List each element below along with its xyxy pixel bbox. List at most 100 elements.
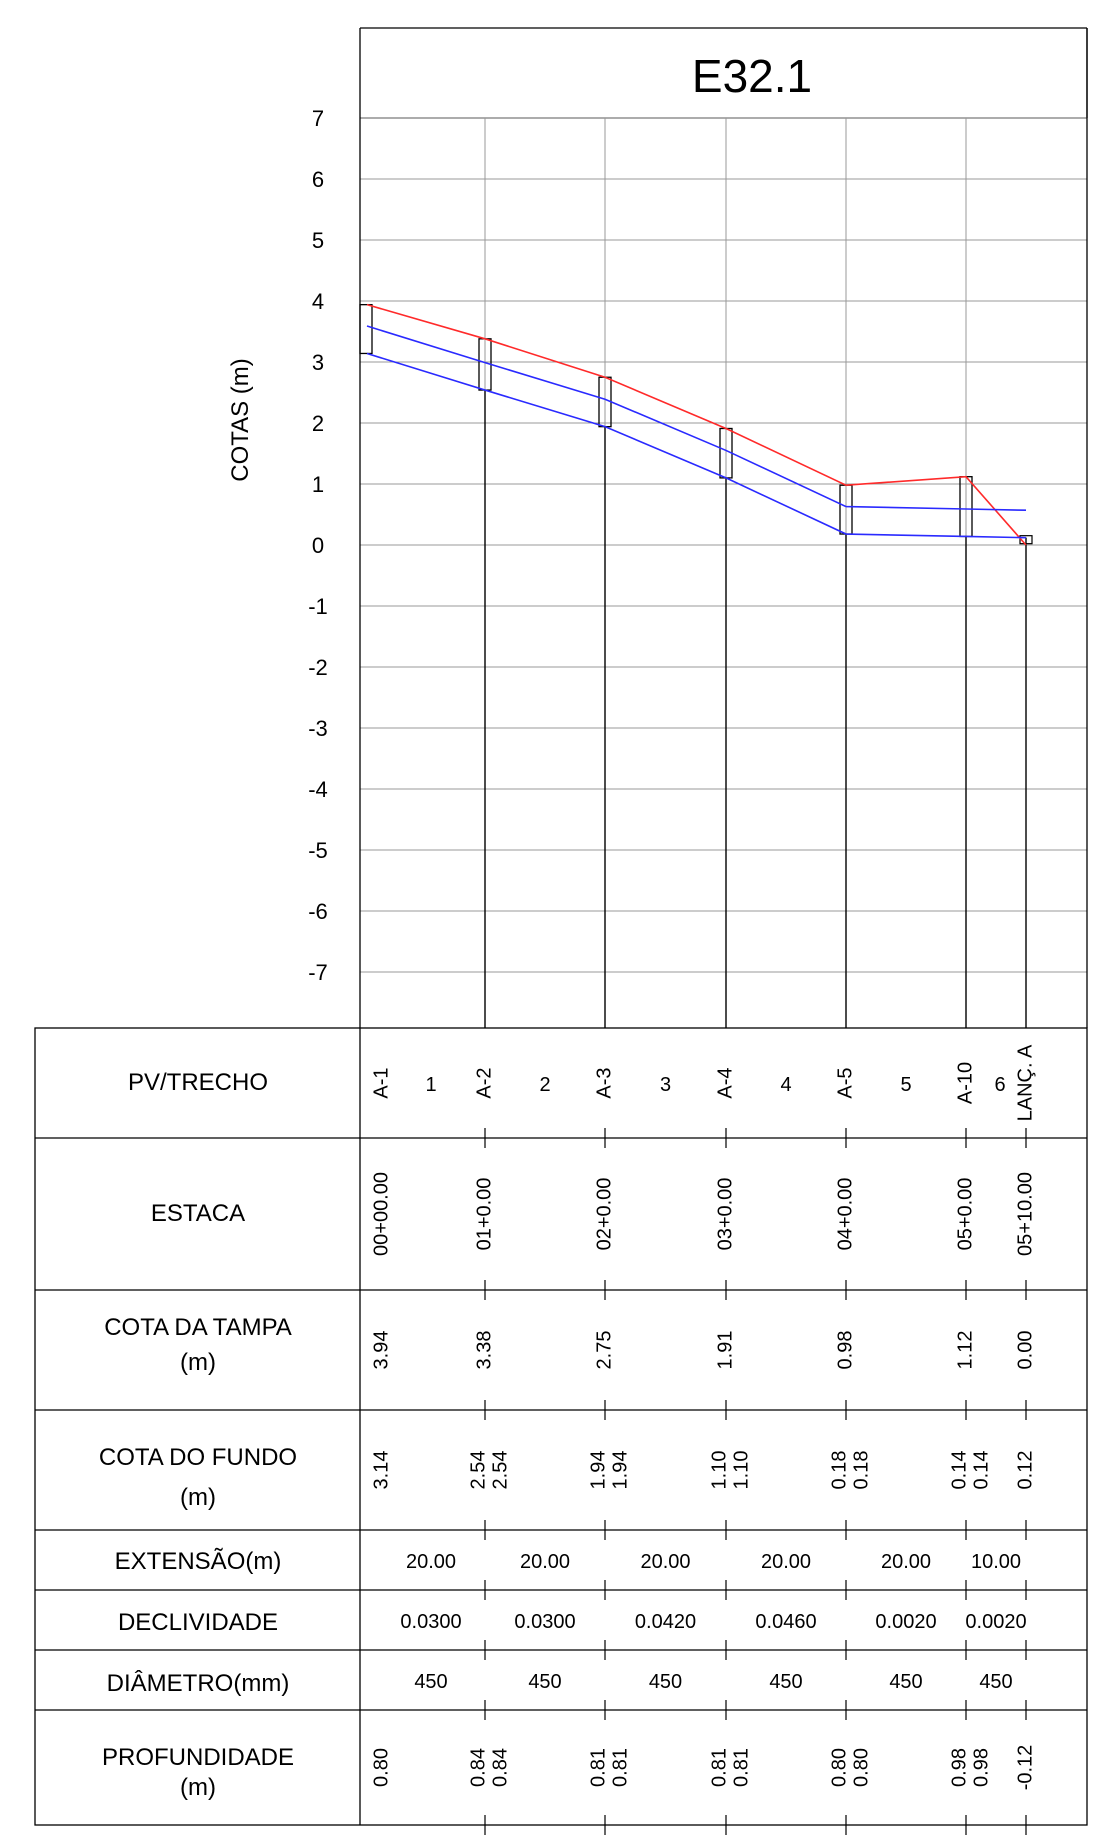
cota-tampa-value: 2.75 <box>593 1331 615 1370</box>
y-tick-label: -6 <box>308 899 328 924</box>
diametro-value: 450 <box>528 1671 561 1693</box>
profundidade-value: -0.12 <box>1014 1745 1036 1791</box>
row-label-cota-tampa-unit: (m) <box>180 1349 216 1376</box>
profundidade-value: 0.84 <box>489 1748 511 1787</box>
y-tick-label: 3 <box>312 350 324 375</box>
y-axis-label: COTAS (m) <box>227 358 254 482</box>
cota-fundo-value: 0.14 <box>970 1451 992 1490</box>
cota-fundo-value: 2.54 <box>489 1451 511 1490</box>
data-table: PV/TRECHO ESTACA COTA DA TAMPA (m) COTA … <box>34 1027 1088 1835</box>
profundidade-value: 0.98 <box>970 1748 992 1787</box>
estaca-value: 02+0.00 <box>593 1178 615 1251</box>
pv-label: A-10 <box>954 1062 976 1104</box>
estaca-value: 01+0.00 <box>473 1178 495 1251</box>
profundidade-value: 0.81 <box>609 1748 631 1787</box>
diametro-value: 450 <box>649 1671 682 1693</box>
cota-tampa-value: 1.91 <box>714 1331 736 1370</box>
row-label-cota-tampa: COTA DA TAMPA <box>104 1314 292 1341</box>
extensao-value: 20.00 <box>640 1551 690 1573</box>
terrain-line <box>366 303 1027 546</box>
row-label-profundidade: PROFUNDIDADE <box>102 1744 294 1771</box>
outfall-marker <box>1019 535 1033 545</box>
cota-fundo-value: 2.54 <box>467 1451 489 1490</box>
row-label-pv: PV/TRECHO <box>128 1069 268 1096</box>
cota-fundo-value: 0.18 <box>850 1451 872 1490</box>
diametro-value: 450 <box>769 1671 802 1693</box>
manhole-a-1 <box>359 304 373 355</box>
pv-label: A-1 <box>370 1067 392 1098</box>
y-tick-label: 4 <box>312 289 324 314</box>
pv-label: A-3 <box>593 1067 615 1098</box>
estaca-value: 05+0.00 <box>954 1178 976 1251</box>
y-tick-label: -1 <box>308 594 328 619</box>
cota-fundo-value: 0.12 <box>1014 1451 1036 1490</box>
y-tick-label: 6 <box>312 167 324 192</box>
profundidade-value: 0.80 <box>828 1748 850 1787</box>
diametro-value: 450 <box>979 1671 1012 1693</box>
cota-fundo-value: 1.10 <box>708 1451 730 1490</box>
declividade-value: 0.0300 <box>400 1611 461 1633</box>
y-tick-label: -4 <box>308 777 328 802</box>
profile-title: E32.1 <box>692 50 812 102</box>
pv-label: A-4 <box>714 1067 736 1098</box>
y-tick-label: -2 <box>308 655 328 680</box>
profundidade-value: 0.81 <box>587 1748 609 1787</box>
estaca-value: 03+0.00 <box>714 1178 736 1251</box>
cota-fundo-value: 0.14 <box>948 1451 970 1490</box>
cota-fundo-value: 1.94 <box>587 1451 609 1490</box>
extensao-value: 20.00 <box>406 1551 456 1573</box>
trecho-label: 6 <box>994 1074 1005 1096</box>
table-cells: A-1 00+00.00 3.94 3.14 0.80 A-2 01+0.00 3.38 2.5… <box>370 1044 1036 1790</box>
estaca-value: 00+00.00 <box>370 1172 392 1256</box>
plot-frame <box>359 28 1088 1028</box>
pipe-invert-line <box>366 352 1027 539</box>
pipe-crown-line <box>366 325 1027 512</box>
pv-label: A-2 <box>473 1067 495 1098</box>
cota-fundo-value: 1.10 <box>730 1451 752 1490</box>
profundidade-value: 0.98 <box>948 1748 970 1787</box>
y-tick-label: -7 <box>308 960 328 985</box>
diametro-value: 450 <box>414 1671 447 1693</box>
row-label-declividade: DECLIVIDADE <box>118 1609 278 1636</box>
cota-fundo-value: 3.14 <box>370 1451 392 1490</box>
extensao-value: 10.00 <box>971 1551 1021 1573</box>
y-tick-label: 7 <box>312 106 324 131</box>
cota-tampa-value: 3.94 <box>370 1331 392 1370</box>
station-leader-lines <box>484 390 1027 1028</box>
profundidade-value: 0.84 <box>467 1748 489 1787</box>
y-tick-label: 5 <box>312 228 324 253</box>
declividade-value: 0.0300 <box>514 1611 575 1633</box>
row-label-estaca: ESTACA <box>151 1200 245 1227</box>
trecho-label: 3 <box>660 1074 671 1096</box>
cota-tampa-value: 3.38 <box>473 1331 495 1370</box>
profile-lines <box>366 303 1027 546</box>
profundidade-value: 0.80 <box>370 1748 392 1787</box>
pv-label: LANÇ. A <box>1014 1044 1036 1121</box>
extensao-value: 20.00 <box>761 1551 811 1573</box>
row-label-cota-fundo-unit: (m) <box>180 1484 216 1511</box>
trecho-label: 2 <box>539 1074 550 1096</box>
extensao-value: 20.00 <box>881 1551 931 1573</box>
cota-fundo-value: 1.94 <box>609 1451 631 1490</box>
y-tick-label: 0 <box>312 533 324 558</box>
declividade-value: 0.0020 <box>875 1611 936 1633</box>
y-tick-label: -3 <box>308 716 328 741</box>
row-label-diametro: DIÂMETRO(mm) <box>107 1670 290 1697</box>
row-label-extensao: EXTENSÃO(m) <box>115 1548 282 1575</box>
cota-tampa-value: 0.98 <box>834 1331 856 1370</box>
y-tick-label: 2 <box>312 411 324 436</box>
profundidade-value: 0.81 <box>730 1748 752 1787</box>
cota-tampa-value: 1.12 <box>954 1331 976 1370</box>
declividade-value: 0.0420 <box>635 1611 696 1633</box>
row-label-cota-fundo: COTA DO FUNDO <box>99 1444 297 1471</box>
trecho-label: 1 <box>425 1074 436 1096</box>
cota-fundo-value: 0.18 <box>828 1451 850 1490</box>
y-axis-ticks: 7 6 5 4 3 2 1 0 -1 -2 -3 -4 -5 -6 -7 <box>308 106 328 985</box>
profundidade-value: 0.81 <box>708 1748 730 1787</box>
estaca-value: 05+10.00 <box>1014 1172 1036 1256</box>
row-label-profundidade-unit: (m) <box>180 1774 216 1801</box>
estaca-value: 04+0.00 <box>834 1178 856 1251</box>
trecho-label: 4 <box>780 1074 791 1096</box>
profundidade-value: 0.80 <box>850 1748 872 1787</box>
